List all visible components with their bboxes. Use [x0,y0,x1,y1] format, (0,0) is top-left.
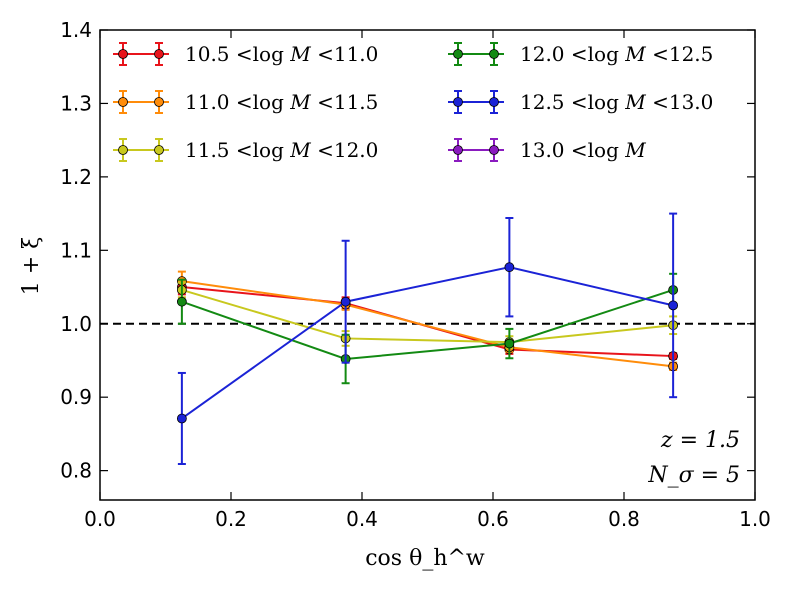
plot-background [100,30,755,500]
legend-marker [154,97,164,107]
legend-label: 10.5 <log M <11.0 [185,42,378,66]
legend-label: 12.5 <log M <13.0 [520,90,713,114]
x-tick-label: 1.0 [739,507,771,531]
data-point [340,296,351,307]
legend-label: 11.0 <log M <11.5 [185,90,378,114]
data-point [668,300,679,311]
y-tick-label: 1.1 [60,238,92,262]
x-axis-label: cos θ_h^w [365,546,485,571]
data-point [504,262,515,273]
annotation-n-sigma: N_σ = 5 [647,463,740,488]
legend-entry-0: 10.5 <log M <11.0 [113,42,378,66]
legend: 10.5 <log M <11.0 11.0 <log M <11.5 11.5 <… [113,42,713,162]
legend-label: 13.0 <log M [520,138,646,162]
x-tick-label: 0.0 [84,507,116,531]
legend-marker [453,49,463,59]
series-layer [176,212,679,466]
y-tick-label: 1.3 [60,91,92,115]
legend-label: 11.5 <log M <12.0 [185,138,378,162]
data-point [176,413,187,424]
x-tick-label: 0.8 [608,507,640,531]
y-axis-label: 1 + ξ [19,237,44,296]
legend-entry-2: 11.5 <log M <12.0 [113,138,378,162]
legend-label: 12.0 <log M <12.5 [520,42,713,66]
annotation-redshift: z = 1.5 [660,428,740,453]
series-line [181,289,674,361]
y-tick-label: 0.9 [60,385,92,409]
data-point [176,296,187,307]
legend-marker [453,145,463,155]
axes: 0.0 0.2 0.4 0.6 0.8 1.0 0.8 0.9 1.0 1.1 1.2 1.3 1.4 [60,18,771,531]
series-line [181,280,674,368]
series-4 [176,212,679,466]
y-tick-label: 1.2 [60,165,92,189]
y-tick-label: 0.8 [60,459,92,483]
legend-marker [118,97,128,107]
x-tick-label: 0.4 [346,507,378,531]
legend-marker [118,49,128,59]
legend-marker [154,145,164,155]
legend-marker [154,49,164,59]
legend-entry-3: 12.0 <log M <12.5 [448,42,713,66]
legend-marker [489,49,499,59]
legend-marker [489,97,499,107]
legend-entry-5: 13.0 <log M [448,138,646,162]
series-line [181,266,674,420]
data-point [504,338,515,349]
legend-marker [453,97,463,107]
x-tick-label: 0.6 [477,507,509,531]
legend-entry-4: 12.5 <log M <13.0 [448,90,713,114]
legend-marker [118,145,128,155]
legend-marker [489,145,499,155]
plot-area [100,30,755,500]
y-tick-label: 1.4 [60,18,92,42]
series-line [181,289,674,344]
legend-entry-1: 11.0 <log M <11.5 [113,90,378,114]
x-tick-label: 0.2 [215,507,247,531]
plot-frame [99,29,756,501]
y-tick-label: 1.0 [60,312,92,336]
